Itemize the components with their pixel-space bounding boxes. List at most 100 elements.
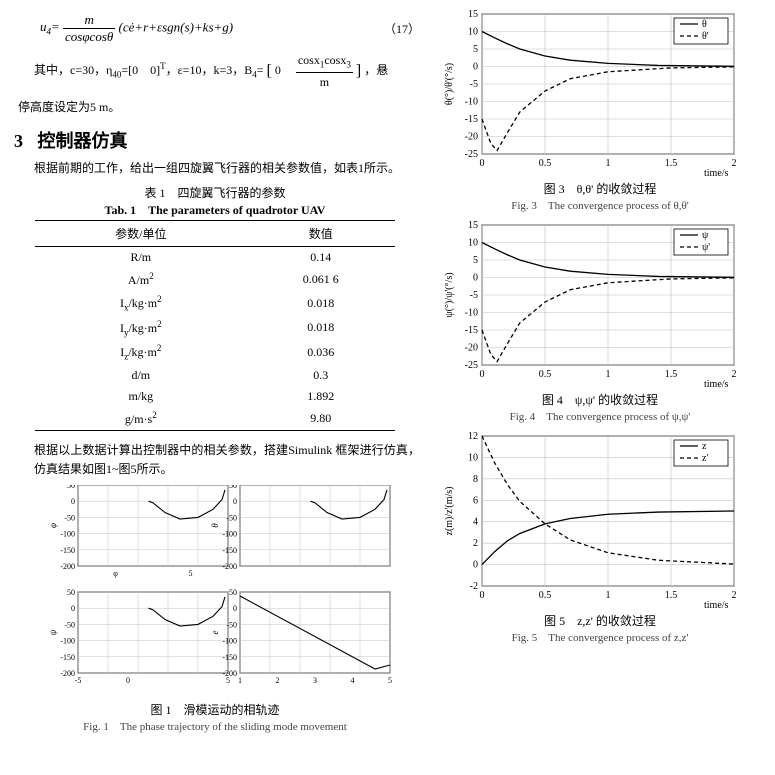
svg-text:z(m)/z'(m/s): z(m)/z'(m/s) [444,486,455,535]
svg-text:10: 10 [468,238,478,249]
svg-text:0: 0 [473,273,478,284]
svg-text:-200: -200 [222,669,237,678]
svg-text:-50: -50 [226,513,237,522]
table-row: Iz/kg·m20.036 [35,340,395,364]
svg-text:-20: -20 [465,132,478,143]
svg-text:-10: -10 [465,308,478,319]
svg-text:0: 0 [480,590,485,601]
eq-frac: m cosφcosθ [63,12,115,45]
svg-text:z: z [702,441,707,452]
svg-text:0.5: 0.5 [539,158,552,169]
svg-text:50: 50 [67,485,75,490]
svg-text:10: 10 [468,452,478,463]
formula-note-line2: 停高度设定为5 m。 [18,98,420,117]
fig3-caption-cn: 图 3 θ,θ' 的收敛过程 [440,180,760,197]
fig1-caption-en: Fig. 1 The phase trajectory of the slidi… [10,718,420,734]
svg-text:-200: -200 [60,562,75,571]
svg-text:4: 4 [473,517,478,528]
svg-text:2: 2 [732,369,737,380]
table1: 参数/单位 数值 R/m0.14A/m20.061 6Ix/kg·m20.018… [35,220,395,430]
svg-text:4: 4 [351,676,355,685]
svg-text:0: 0 [71,604,75,613]
svg-text:1: 1 [238,676,242,685]
svg-text:8: 8 [473,474,478,485]
para-2: 根据以上数据计算出控制器中的相关参数，搭建Simulink 框架进行仿真，仿真结… [34,441,420,479]
svg-text:0: 0 [480,158,485,169]
svg-text:-15: -15 [465,325,478,336]
fig5-caption-en: Fig. 5 The convergence process of z,z' [440,629,760,645]
svg-text:time/s: time/s [704,379,729,389]
svg-text:θ(°)/θ'(°/s): θ(°)/θ'(°/s) [444,63,455,105]
fig1-caption-cn: 图 1 滑模运动的相轨迹 [10,701,420,718]
equation-17: u4= m cosφcosθ (cė+r+εsgn(s)+ks+g) （17） [10,12,420,45]
table-row: R/m0.14 [35,247,395,269]
svg-text:0: 0 [233,604,237,613]
svg-text:-25: -25 [465,149,478,160]
svg-text:0: 0 [233,497,237,506]
svg-text:0: 0 [71,497,75,506]
svg-text:-50: -50 [226,620,237,629]
svg-text:1.5: 1.5 [665,369,678,380]
svg-text:-200: -200 [222,562,237,571]
svg-text:-25: -25 [465,360,478,371]
svg-text:2: 2 [732,590,737,601]
svg-text:5: 5 [473,255,478,266]
figure-1: 500-50-100-150-200φ5φ500-50-100-150-200θ… [50,485,420,699]
svg-text:1: 1 [606,369,611,380]
table-row: g/m·s29.80 [35,407,395,431]
table-row: Iy/kg·m20.018 [35,316,395,340]
svg-text:0: 0 [480,369,485,380]
svg-text:1: 1 [606,590,611,601]
svg-text:θ': θ' [702,31,709,42]
svg-text:5: 5 [388,676,392,685]
svg-text:-150: -150 [222,653,237,662]
para-1: 根据前期的工作，给出一组四旋翼飞行器的相关参数值，如表1所示。 [34,159,420,178]
svg-text:2: 2 [276,676,280,685]
section-title: 3 控制器仿真 [14,127,420,153]
svg-text:-5: -5 [470,79,478,90]
formula-note: 其中，c=30，η40=[0 0]T，ε=10，k=3，B4= [ 0 cosx… [34,51,420,92]
figure-4: 00.511.52-25-20-15-10-5051015time/sψ(°)/… [440,219,760,389]
svg-text:1.5: 1.5 [665,590,678,601]
svg-text:2: 2 [473,538,478,549]
svg-text:time/s: time/s [704,168,729,178]
svg-text:time/s: time/s [704,600,729,610]
figure-3: 00.511.52-25-20-15-10-5051015time/sθ(°)/… [440,8,760,178]
svg-text:0.5: 0.5 [539,369,552,380]
svg-text:-150: -150 [222,546,237,555]
eq-lhs: u4= [40,19,60,34]
svg-text:10: 10 [468,27,478,38]
table1-caption-en: Tab. 1 The parameters of quadrotor UAV [10,201,420,218]
fig4-caption-en: Fig. 4 The convergence process of ψ,ψ' [440,408,760,424]
svg-text:-100: -100 [222,636,237,645]
fig5-caption-cn: 图 5 z,z' 的收敛过程 [440,612,760,629]
svg-text:-10: -10 [465,97,478,108]
svg-text:-50: -50 [64,620,75,629]
svg-text:1: 1 [606,158,611,169]
svg-text:0: 0 [126,676,130,685]
svg-text:φ: φ [113,569,118,578]
svg-text:ψ: ψ [50,629,58,635]
svg-text:6: 6 [473,495,478,506]
table-row: m/kg1.892 [35,386,395,407]
svg-text:θ: θ [702,19,707,30]
svg-text:0: 0 [473,560,478,571]
fig3-caption-en: Fig. 3 The convergence process of θ,θ' [440,197,760,213]
svg-text:-100: -100 [222,529,237,538]
svg-text:0: 0 [473,62,478,73]
svg-text:-50: -50 [64,513,75,522]
eq-number: （17） [360,20,420,37]
svg-text:50: 50 [229,485,237,490]
svg-text:0.5: 0.5 [539,590,552,601]
svg-text:φ: φ [50,523,58,528]
svg-text:e: e [210,630,220,634]
svg-text:15: 15 [468,220,478,231]
svg-text:5: 5 [189,569,193,578]
table1-th1: 数值 [247,221,395,247]
svg-text:50: 50 [229,588,237,597]
svg-text:-15: -15 [465,114,478,125]
svg-text:12: 12 [468,431,478,442]
svg-text:-5: -5 [470,290,478,301]
svg-text:1.5: 1.5 [665,158,678,169]
svg-text:15: 15 [468,9,478,20]
